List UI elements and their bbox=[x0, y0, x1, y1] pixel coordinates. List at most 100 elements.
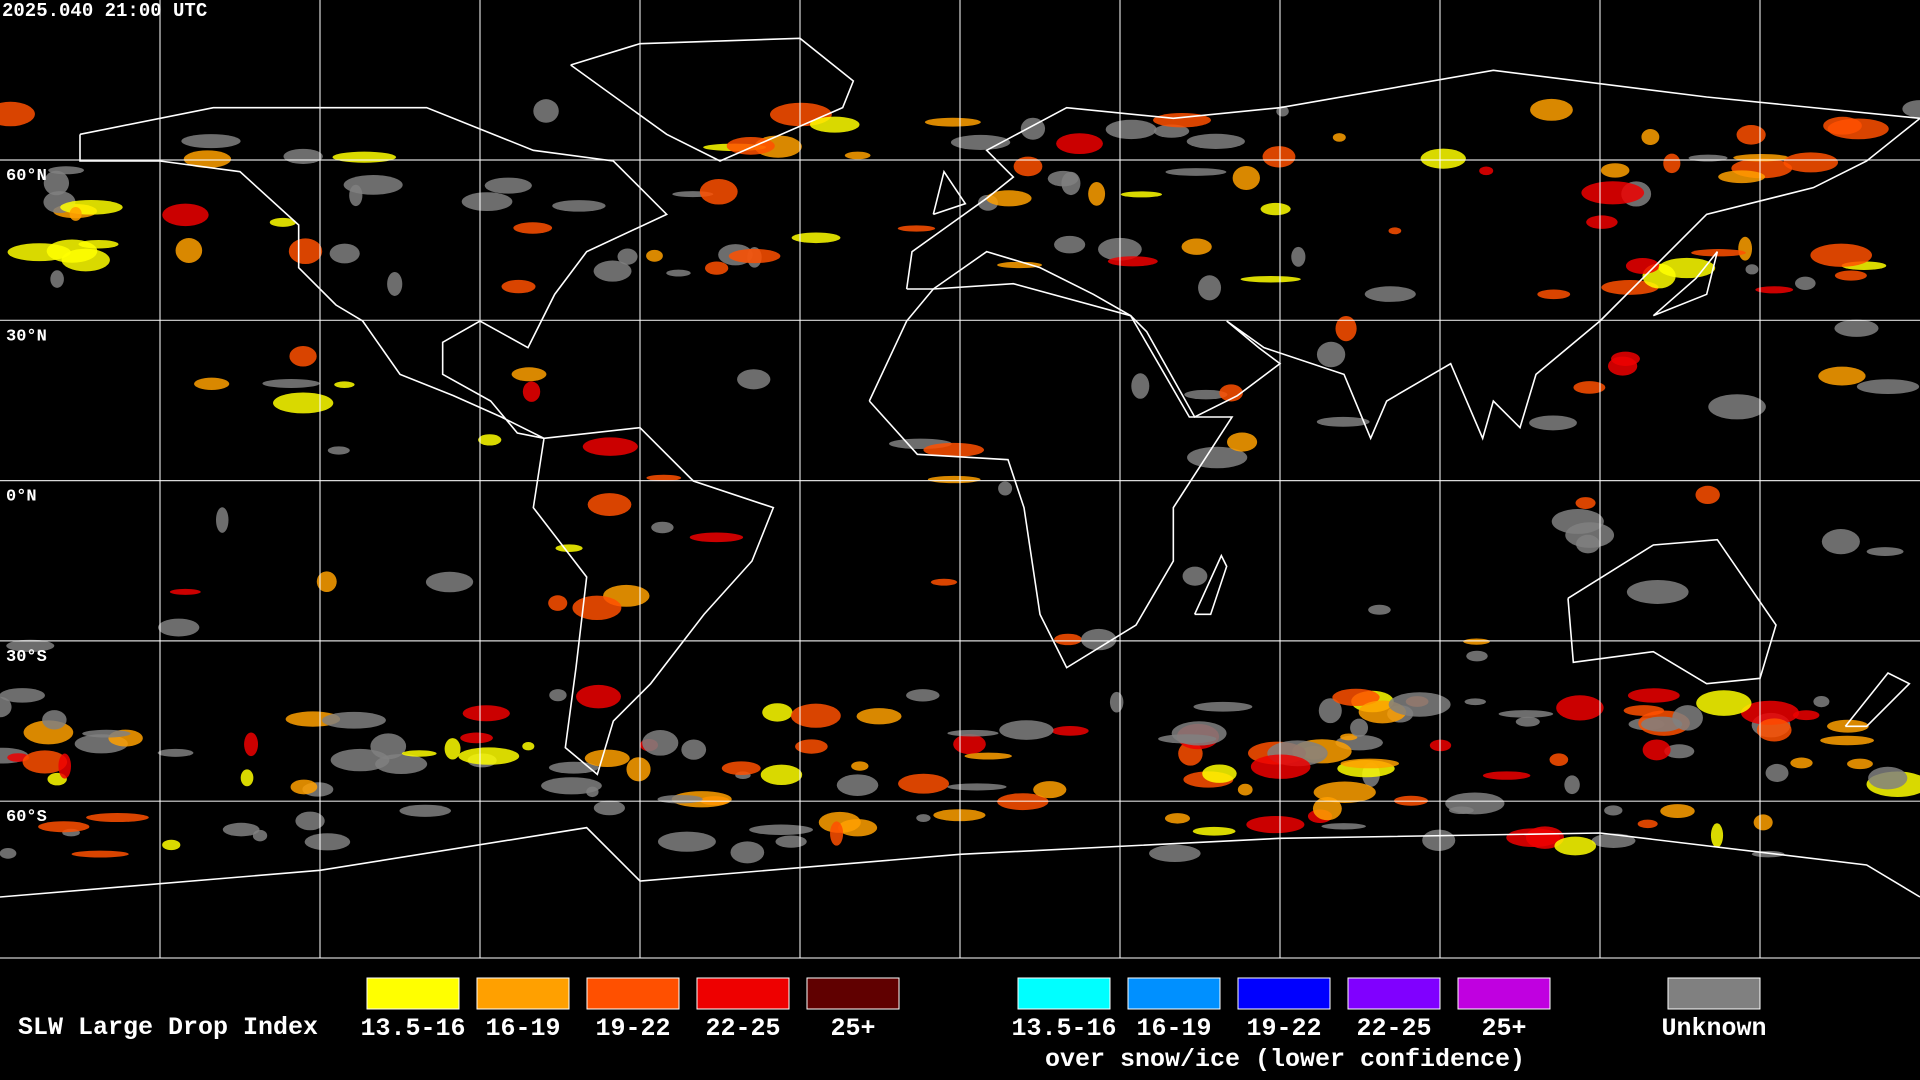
cloud-patch bbox=[1193, 701, 1253, 712]
cloud-patch bbox=[947, 783, 1007, 791]
cloud-patch bbox=[1642, 739, 1671, 761]
cloud-patch bbox=[1316, 341, 1346, 368]
cloud-patch bbox=[1240, 276, 1301, 283]
cloud-patch bbox=[1591, 833, 1636, 848]
cloud-patch bbox=[1565, 522, 1615, 548]
cloud-patch bbox=[332, 151, 397, 163]
cloud-patch bbox=[1420, 148, 1466, 169]
cloud-patch bbox=[1445, 792, 1505, 815]
cloud-patch bbox=[584, 749, 630, 768]
cloud-patch bbox=[1847, 758, 1873, 770]
cloud-patch bbox=[330, 748, 390, 772]
cloud-patch bbox=[1820, 735, 1874, 746]
cloud-patch bbox=[1164, 813, 1191, 824]
cloud-patch bbox=[71, 850, 129, 858]
cloud-patch bbox=[478, 434, 502, 446]
cloud-patch bbox=[1237, 783, 1253, 796]
cloud-patch bbox=[175, 238, 203, 263]
cloud-patch bbox=[1834, 270, 1867, 281]
coastline bbox=[79, 106, 669, 440]
cloud-patch bbox=[1013, 156, 1043, 177]
cloud-patch bbox=[244, 732, 259, 757]
cloud-patch bbox=[269, 217, 297, 227]
legend-swatch bbox=[586, 977, 680, 1010]
cloud-patch bbox=[1107, 256, 1158, 267]
cloud-patch bbox=[1672, 705, 1703, 731]
cloud-patch bbox=[1866, 547, 1904, 556]
cloud-patch bbox=[46, 239, 98, 263]
cloud-patch bbox=[897, 225, 936, 232]
legend-swatch bbox=[1017, 977, 1111, 1010]
cloud-patch bbox=[1753, 814, 1773, 831]
legend-label: 19-22 bbox=[1246, 1014, 1321, 1043]
cloud-patch bbox=[1262, 146, 1296, 168]
cloud-patch bbox=[1529, 415, 1577, 431]
legend-swatch bbox=[476, 977, 570, 1010]
cloud-patch bbox=[1756, 718, 1792, 742]
cloud-patch bbox=[930, 578, 958, 586]
cloud-patch bbox=[1482, 771, 1531, 780]
cloud-patch bbox=[222, 822, 260, 837]
legend-swatch bbox=[1127, 977, 1221, 1010]
cloud-patch bbox=[704, 261, 729, 275]
cloud-patch bbox=[1856, 379, 1920, 395]
coastline bbox=[932, 169, 967, 216]
cloud-patch bbox=[1232, 165, 1260, 191]
cloud-patch bbox=[162, 203, 209, 227]
legend-label: 22-25 bbox=[705, 1014, 780, 1043]
cloud-patch bbox=[1564, 775, 1580, 795]
cloud-patch bbox=[749, 824, 813, 835]
cloud-patch bbox=[1321, 823, 1366, 830]
legend-label: 13.5-16 bbox=[1011, 1014, 1116, 1043]
cloud-patch bbox=[1783, 152, 1839, 173]
cloud-patch bbox=[1109, 691, 1124, 713]
legend-label: 16-19 bbox=[1136, 1014, 1211, 1043]
cloud-patch bbox=[651, 521, 674, 534]
cloud-patch bbox=[657, 794, 703, 804]
cloud-patch bbox=[1246, 815, 1305, 834]
cloud-patch bbox=[923, 442, 985, 457]
cloud-patch bbox=[1318, 698, 1342, 724]
cloud-patch bbox=[462, 705, 510, 722]
cloud-patch bbox=[924, 117, 981, 127]
cloud-patch bbox=[762, 703, 793, 722]
cloud-patch bbox=[555, 544, 583, 552]
legend-label: Unknown bbox=[1661, 1014, 1766, 1043]
cloud-patch bbox=[273, 392, 334, 414]
cloud-patch bbox=[851, 761, 869, 771]
cloud-patch bbox=[1464, 698, 1486, 706]
cloud-patch bbox=[289, 345, 317, 367]
cloud-patch bbox=[484, 177, 532, 194]
cloud-patch bbox=[158, 618, 200, 637]
cloud-patch bbox=[1607, 356, 1638, 376]
coastline bbox=[1193, 553, 1228, 616]
cloud-patch bbox=[681, 739, 707, 760]
cloud-patch bbox=[582, 437, 638, 456]
cloud-patch bbox=[1463, 638, 1490, 645]
cloud-patch bbox=[511, 367, 547, 382]
latitude-label: 30°S bbox=[6, 648, 47, 667]
cloud-patch bbox=[666, 269, 691, 277]
cloud-patch bbox=[576, 684, 621, 709]
cloud-patch bbox=[1718, 170, 1766, 184]
cloud-patch bbox=[1192, 826, 1236, 836]
cloud-patch bbox=[737, 369, 771, 390]
cloud-patch bbox=[906, 689, 940, 702]
cloud-patch bbox=[1601, 280, 1659, 295]
cloud-patch bbox=[162, 839, 181, 851]
cloud-patch bbox=[425, 571, 474, 593]
cloud-patch bbox=[327, 446, 350, 455]
cloud-patch bbox=[999, 720, 1054, 740]
coastline bbox=[1652, 251, 1719, 317]
cloud-patch bbox=[1626, 580, 1689, 604]
cloud-patch bbox=[1765, 763, 1789, 782]
cloud-patch bbox=[586, 786, 599, 798]
cloud-patch bbox=[1316, 416, 1370, 427]
cloud-patch bbox=[795, 739, 828, 754]
cloud-patch bbox=[50, 270, 64, 288]
cloud-patch bbox=[1131, 373, 1150, 399]
cloud-patch bbox=[1260, 202, 1291, 216]
legend-swatch bbox=[366, 977, 460, 1010]
legend-label: 13.5-16 bbox=[360, 1014, 465, 1043]
